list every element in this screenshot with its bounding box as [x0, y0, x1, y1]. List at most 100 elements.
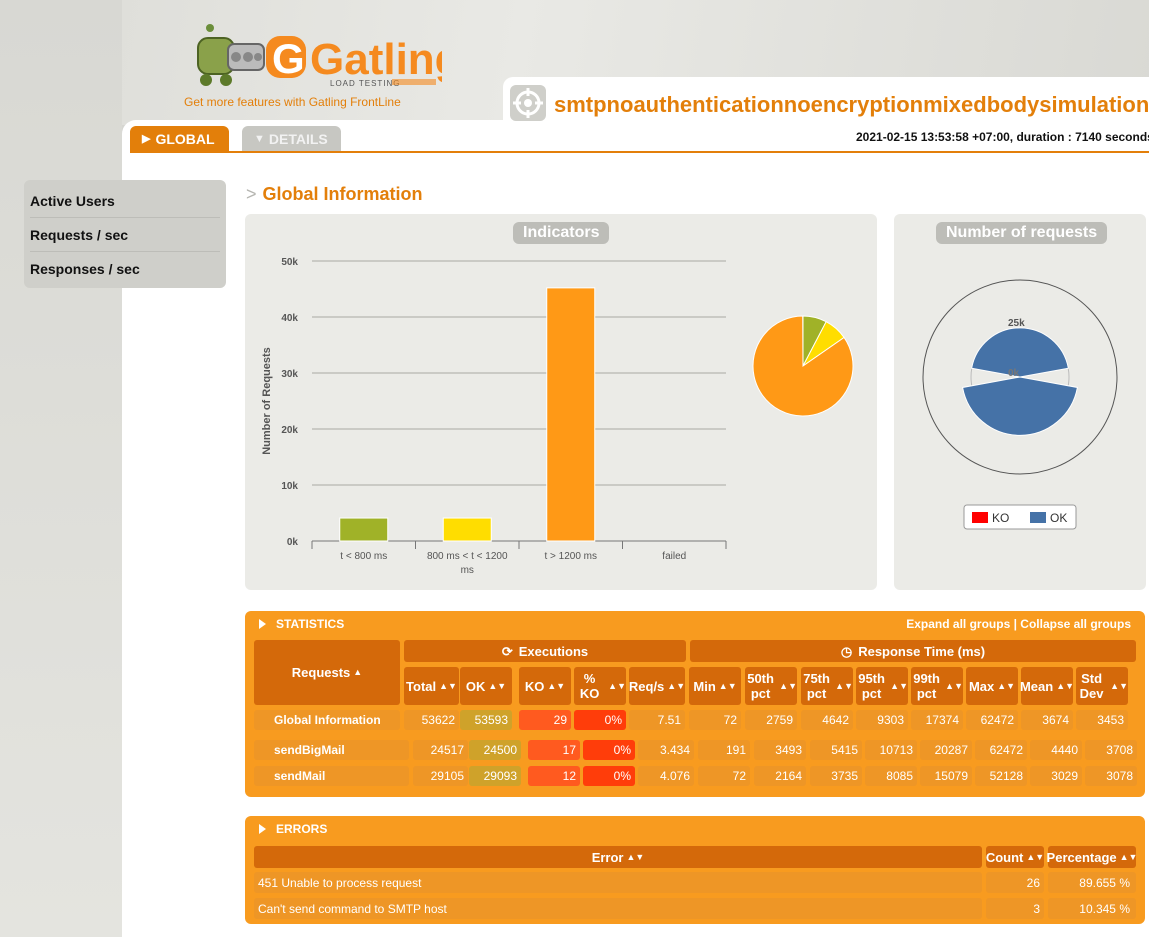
sidebar-item-requests-per-sec[interactable]: Requests / sec [30, 218, 220, 252]
column-header[interactable]: Mean ▲▼ [1019, 667, 1074, 705]
page-title-text: Global Information [262, 184, 423, 204]
y-tick-label: 40k [281, 313, 298, 324]
error-column-header[interactable]: Error ▲▼ [254, 846, 982, 868]
bar [339, 517, 389, 542]
caret-right-icon [259, 619, 266, 629]
collapse-all-link[interactable]: Collapse all groups [1020, 617, 1131, 631]
tab-details[interactable]: ▼ DETAILS [242, 126, 341, 151]
column-header[interactable]: 95th pct ▲▼ [856, 667, 908, 705]
table-cell: 53622 [404, 710, 459, 730]
column-header[interactable]: Min ▲▼ [689, 667, 741, 705]
sort-icon: ▲▼ [439, 680, 457, 691]
table-cell: 3674 [1021, 710, 1073, 730]
y-tick-label: 50k [281, 257, 298, 268]
table-cell: 3078 [1085, 766, 1137, 786]
column-header[interactable]: Total ▲▼ [404, 667, 459, 705]
percentage-header-label: Percentage [1046, 849, 1117, 865]
column-header[interactable]: 75th pct ▲▼ [801, 667, 853, 705]
requests-title: Number of requests [936, 222, 1108, 244]
table-row-name[interactable]: sendBigMail [254, 740, 409, 760]
bar [442, 517, 492, 542]
column-header[interactable]: Req/s ▲▼ [629, 667, 685, 705]
indicators-title: Indicators [513, 222, 610, 244]
column-header-label: % KO [579, 671, 600, 701]
column-header[interactable]: Std Dev ▲▼ [1076, 667, 1128, 705]
response-time-group-header: ◷ Response Time (ms) [690, 640, 1136, 662]
errors-header[interactable]: ERRORS [259, 822, 327, 836]
y-tick-label: 10k [281, 481, 298, 492]
error-message: Can't send command to SMTP host [254, 898, 982, 919]
sort-icon: ▲▼ [718, 680, 737, 691]
column-header-label: 95th pct [858, 671, 885, 701]
sort-icon: ▲▼ [945, 680, 963, 691]
caret-down-icon: ▼ [254, 132, 265, 145]
logo-tagline: LOAD TESTING [330, 79, 401, 88]
simulation-banner [503, 77, 1149, 123]
frontline-link[interactable]: Get more features with Gatling FrontLine [184, 95, 401, 109]
table-row-name[interactable]: sendMail [254, 766, 409, 786]
table-cell: 52128 [975, 766, 1027, 786]
sort-icon: ▲▼ [547, 680, 566, 691]
sidebar: Active Users Requests / sec Responses / … [24, 180, 226, 288]
executions-label: Executions [518, 643, 589, 659]
caret-right-icon: ▶ [142, 133, 151, 145]
requests-chart: 25k 0k KO OK [922, 279, 1118, 530]
table-cell: 62472 [975, 740, 1027, 760]
y-tick-label: 20k [281, 425, 298, 436]
expand-all-link[interactable]: Expand all groups [906, 617, 1011, 631]
table-cell: 5415 [810, 740, 862, 760]
statistics-title: STATISTICS [276, 617, 345, 631]
column-header[interactable]: Max ▲▼ [966, 667, 1018, 705]
count-column-header[interactable]: Count ▲▼ [986, 846, 1044, 868]
column-header-label: Max [968, 678, 995, 694]
statistics-box: STATISTICS Expand all groups | Collapse … [245, 611, 1145, 797]
sidebar-item-active-users[interactable]: Active Users [30, 184, 220, 218]
column-header-label: Mean [1019, 678, 1054, 694]
sidebar-item-responses-per-sec[interactable]: Responses / sec [30, 261, 140, 277]
statistics-header[interactable]: STATISTICS [259, 617, 344, 631]
table-cell: 4642 [801, 710, 853, 730]
column-header-label: Std Dev [1079, 671, 1104, 701]
table-cell: 15079 [920, 766, 972, 786]
gatling-gun-icon [197, 24, 265, 86]
polar-slice [962, 376, 1078, 436]
column-header[interactable]: OK ▲▼ [460, 667, 512, 705]
legend-label: KO [992, 511, 1009, 525]
table-row-name[interactable]: Global Information [254, 710, 400, 730]
chevron-right-icon: > [246, 184, 257, 204]
table-cell: 3.434 [638, 740, 694, 760]
y-tick-label: 30k [281, 369, 298, 380]
percentage-column-header[interactable]: Percentage ▲▼ [1046, 846, 1137, 868]
y-tick-label: 0k [287, 537, 299, 548]
caret-right-icon [259, 824, 266, 834]
requests-panel: Number of requests 25k 0k KO OK [894, 214, 1146, 590]
simulation-title: smtpnoauthenticationnoencryptionmixedbod… [554, 92, 1149, 117]
indicators-panel: Indicators 0k 10k 20k 30k 40k 50k Number of Re… [245, 214, 877, 590]
column-header-label: KO [524, 678, 545, 694]
table-cell: 8085 [865, 766, 917, 786]
table-cell: 0% [574, 710, 626, 730]
requests-column-header[interactable]: Requests ▲ [254, 640, 400, 705]
column-header[interactable]: % KO ▲▼ [574, 667, 626, 705]
sort-icon: ▲▼ [626, 851, 645, 862]
sort-icon: ▲▼ [890, 680, 908, 691]
table-cell: 3029 [1030, 766, 1082, 786]
executions-group-header: ⟳ Executions [404, 640, 686, 662]
polar-tick-label: 25k [1008, 318, 1025, 329]
target-icon [510, 85, 546, 121]
response-time-label: Response Time (ms) [858, 643, 986, 659]
column-header-label: Req/s [628, 678, 665, 694]
table-cell: 72 [698, 766, 750, 786]
column-header[interactable]: 50th pct ▲▼ [745, 667, 797, 705]
error-message: 451 Unable to process request [254, 872, 982, 893]
requests-header-label: Requests [291, 665, 351, 680]
table-cell: 9303 [856, 710, 908, 730]
gatling-logo[interactable]: G Gatling LOAD TESTING [192, 18, 462, 90]
tab-global[interactable]: ▶ GLOBAL [130, 126, 229, 151]
x-tick-label: failed [662, 551, 686, 562]
polar-slice [971, 327, 1069, 378]
column-header[interactable]: 99th pct ▲▼ [911, 667, 963, 705]
left-background [0, 0, 122, 937]
sort-icon: ▲▼ [835, 680, 853, 691]
column-header[interactable]: KO ▲▼ [519, 667, 571, 705]
